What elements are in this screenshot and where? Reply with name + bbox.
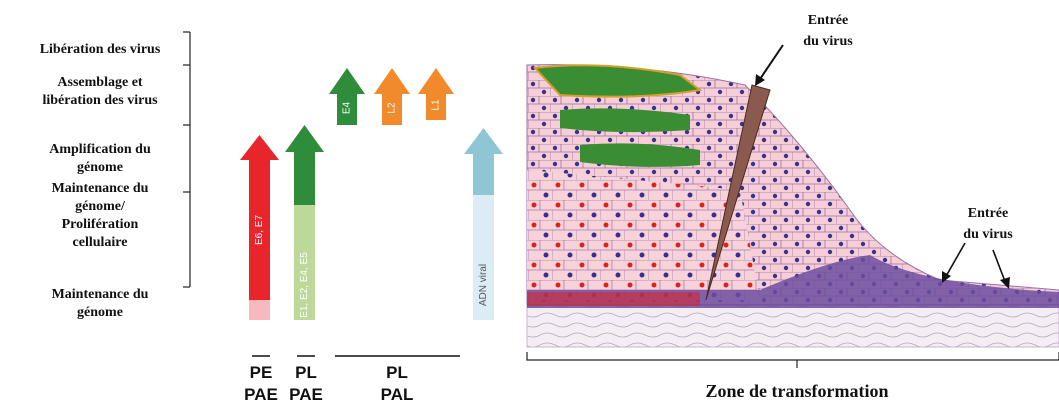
arrow-labels: E6, E7 E1, E2, E4, E5 E4 L2 L1 ADN viral xyxy=(254,99,489,318)
stage-label: génome xyxy=(77,305,123,320)
stage-label: génome xyxy=(77,160,123,175)
entry-label: du virus xyxy=(963,227,1013,242)
arrow-label: ADN viral xyxy=(478,264,489,306)
stage-label: Maintenance du xyxy=(52,287,149,302)
stage-label: Prolifération xyxy=(62,217,139,232)
arrows xyxy=(240,68,503,320)
arrow-label: L1 xyxy=(431,99,442,111)
stage-label: Maintenance du xyxy=(52,181,149,196)
entry-label: Entrée xyxy=(808,13,848,28)
entry-label: du virus xyxy=(803,34,853,49)
arrow-label: E1, E2, E4, E5 xyxy=(299,252,310,318)
phase-label: PL xyxy=(295,363,317,382)
phase-label: PAL xyxy=(381,385,414,404)
arrow-label: E6, E7 xyxy=(254,215,265,245)
stage-label: Amplification du xyxy=(49,142,151,157)
phase-label: PAE xyxy=(289,385,323,404)
stage-labels: Libération des virus Assemblage et libérat… xyxy=(40,42,161,320)
stage-label: cellulaire xyxy=(73,235,128,250)
stage-bracket xyxy=(183,32,190,287)
phase-label: PL xyxy=(386,363,408,382)
stage-label: génome/ xyxy=(75,199,126,214)
stage-label: Assemblage et xyxy=(57,75,142,90)
zone-label: Zone de transformation xyxy=(706,381,889,401)
phase-labels: PE PAE PL PAE PL PAL xyxy=(244,363,413,404)
arrow-label: E4 xyxy=(342,101,353,114)
phase-label: PE xyxy=(250,363,273,382)
arrow-label: L2 xyxy=(387,102,398,114)
entry-label: Entrée xyxy=(968,206,1008,221)
figure: Libération des virus Assemblage et libérat… xyxy=(0,0,1059,408)
stage-label: Libération des virus xyxy=(40,42,161,57)
phase-label: PAE xyxy=(244,385,278,404)
stage-label: libération des virus xyxy=(42,93,158,108)
page: Libération des virus Assemblage et libérat… xyxy=(0,0,1059,408)
